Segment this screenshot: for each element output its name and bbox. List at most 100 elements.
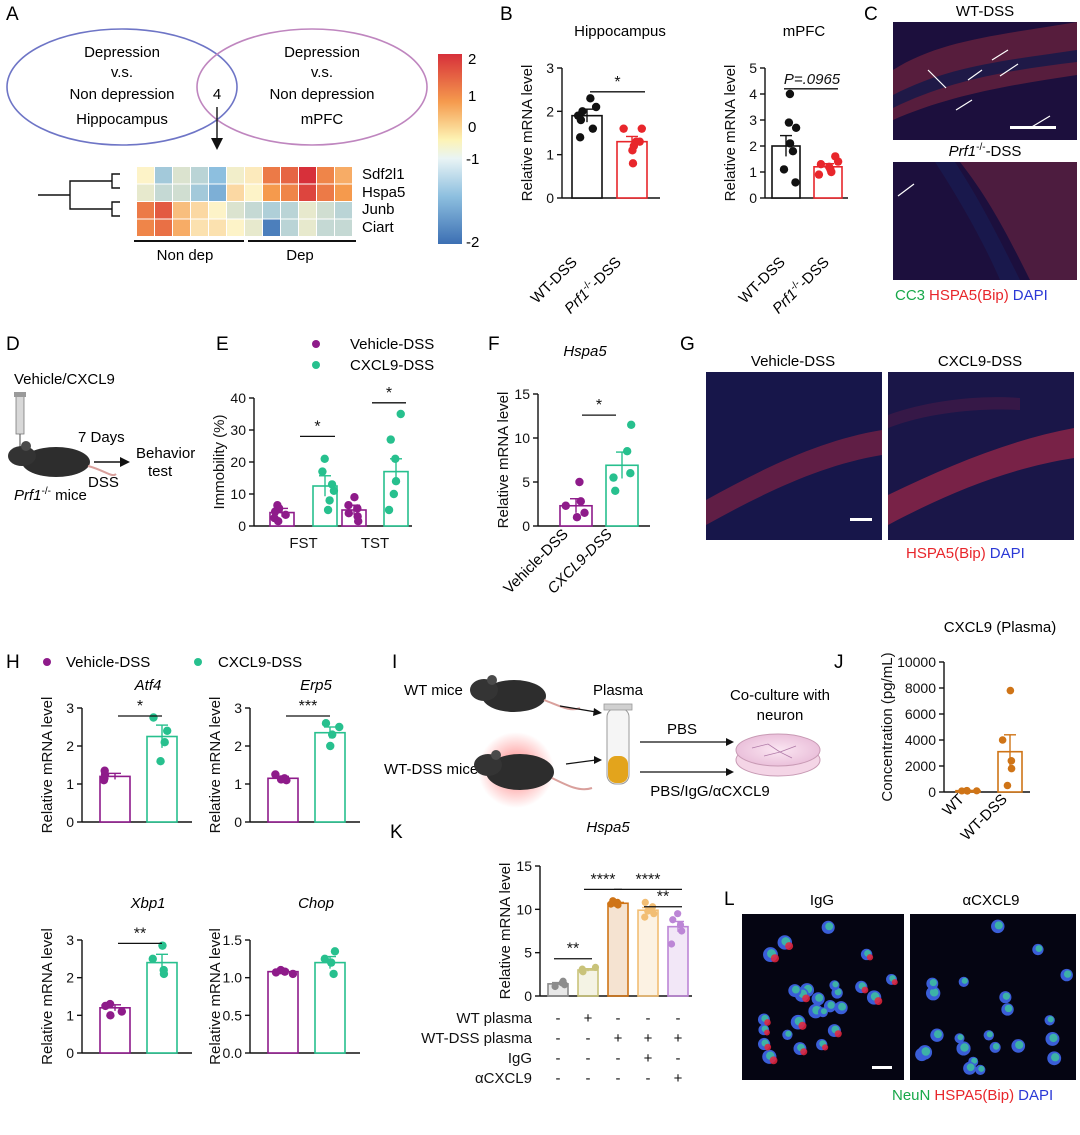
venn-right-line1: Depression xyxy=(284,44,360,61)
h-erp5-sig-label: *** xyxy=(299,698,318,715)
e-FST-cxcl9-point xyxy=(329,486,339,495)
k-bar-5-point xyxy=(678,927,686,935)
c-title-bottom: Prf1-/--DSS xyxy=(949,142,1022,160)
i-arrow-wtdss xyxy=(565,759,597,765)
heatmap-cell xyxy=(209,219,226,236)
k-row-sign: - xyxy=(646,1010,651,1027)
h-erp5-cxcl9-point xyxy=(335,722,344,732)
heatmap-cell xyxy=(191,219,208,236)
h-atf4-sig-label: * xyxy=(137,698,143,715)
h-chop-vehicle-bar xyxy=(267,970,299,1054)
chart-h-erp5: 0 1 2 3 Relative mRNA level *** xyxy=(207,697,360,833)
i-arrow-wt-head xyxy=(593,708,602,716)
k-bar-3-bar xyxy=(607,902,629,997)
panel-h: Vehicle-DSS CXCL9-DSS Atf4 Erp5 Xbp1 Cho… xyxy=(39,654,360,1065)
h-xbp1-ylabel: Relative mRNA level xyxy=(39,928,56,1065)
k-ylabel: Relative mRNA level xyxy=(497,863,514,1000)
cell-neun xyxy=(992,1043,1000,1050)
cell-neun xyxy=(838,1002,847,1011)
dendrogram xyxy=(38,173,120,217)
b-hippo-ytick-label: 2 xyxy=(546,103,554,119)
k-3-sig-label: ** xyxy=(657,889,669,906)
cell-hspa5 xyxy=(874,997,883,1005)
b-hippo-wt-bar xyxy=(571,114,603,199)
g-image-left xyxy=(706,372,882,540)
f-vehicle-point xyxy=(572,513,582,522)
cell-hspa5 xyxy=(834,1030,842,1038)
b-mpfc-wt-point xyxy=(785,139,795,148)
heatmap-gene-labels: Sdf2l1 Hspa5 Junb Ciart xyxy=(362,166,405,236)
h-xbp1-vehicle-bar xyxy=(99,1006,131,1054)
h-xbp1-cxcl9-point xyxy=(159,969,169,979)
mouse-icon-wtdss xyxy=(474,732,593,808)
cell-hspa5 xyxy=(802,994,810,1003)
cell-neun xyxy=(1047,1016,1054,1023)
k-ytick-label: 10 xyxy=(516,901,532,917)
b-mpfc-wt-point xyxy=(784,118,794,127)
chart-h-atf4: 0 1 2 3 Relative mRNA level * xyxy=(39,697,192,833)
h-atf4-cxcl9-bar xyxy=(146,735,178,823)
k-row-sign: - xyxy=(616,1010,621,1027)
b-hippo-ko-point xyxy=(628,146,637,155)
e-TST-vehicle-point xyxy=(344,501,353,510)
j-wtdss-point xyxy=(1007,764,1016,773)
venn-overlap-count: 4 xyxy=(213,86,221,103)
e-FST-cxcl9-point xyxy=(325,496,334,505)
heatmap-cell xyxy=(173,167,190,184)
l-legend: NeuN HSPA5(Bip) DAPI xyxy=(892,1087,1053,1104)
c-title-top: WT-DSS xyxy=(956,3,1014,20)
k-bar-5-bar xyxy=(667,925,689,997)
b-mpfc-wt-point xyxy=(788,147,798,156)
e-FST-cxcl9-point xyxy=(320,454,329,463)
cell-neun xyxy=(825,922,834,931)
e-ytick-label: 30 xyxy=(230,422,246,438)
j-wt-point xyxy=(963,787,971,795)
d-behavior-line2: test xyxy=(148,463,173,480)
h-xbp1-vehicle-point xyxy=(117,1007,127,1016)
venn-right-line4: mPFC xyxy=(301,111,344,128)
f-ylabel: Relative mRNA level xyxy=(495,392,512,529)
e-TST-cxcl9-point xyxy=(391,477,401,486)
k-row-sign: + xyxy=(644,1050,653,1067)
e-legend: Vehicle-DSS CXCL9-DSS xyxy=(312,336,434,374)
cell-neun xyxy=(834,988,842,996)
j-title: CXCL9 (Plasma) xyxy=(944,619,1057,636)
e-ytick-label: 0 xyxy=(238,518,246,534)
colorbar-tick-m1: -1 xyxy=(466,151,479,168)
g-legend: HSPA5(Bip) DAPI xyxy=(906,545,1025,562)
heatmap-cell xyxy=(137,167,154,184)
heatmap-cell xyxy=(335,184,352,201)
heatmap-cell xyxy=(137,202,154,219)
c-legend: CC3 HSPA5(Bip) DAPI xyxy=(895,287,1048,304)
panel-d: Vehicle/CXCL9 7 Days DSS Behavior test P… xyxy=(8,371,195,504)
k-row-sign: + xyxy=(674,1030,683,1047)
i-coculture-line1: Co-culture with xyxy=(730,687,830,704)
heatmap-cell xyxy=(335,167,352,184)
k-row-sign: - xyxy=(616,1070,621,1087)
cell-neun xyxy=(820,1008,827,1015)
k-ytick-label: 5 xyxy=(524,945,532,961)
f-cxcl9-point xyxy=(626,420,636,429)
k-row-sign: + xyxy=(584,1010,593,1027)
b-mpfc-ytick-label: 4 xyxy=(749,86,757,102)
colorbar-tick-m2: -2 xyxy=(466,234,479,251)
f-ytick-label: 10 xyxy=(514,430,530,446)
f-cxcl9-point xyxy=(609,473,618,482)
heatmap-cell xyxy=(227,184,244,201)
k-bar-4-point xyxy=(641,898,649,907)
heatmap-cell xyxy=(191,167,208,184)
h-title-atf4: Atf4 xyxy=(134,677,162,694)
panel-letter-i: I xyxy=(392,652,397,673)
f-cxcl9-point xyxy=(611,486,620,495)
e-ytick-label: 40 xyxy=(230,390,246,406)
c-image-bottom xyxy=(893,162,1077,280)
k-row-label-2: IgG xyxy=(508,1050,532,1067)
b-hippo-ytick-label: 1 xyxy=(546,147,554,163)
heatmap-cell xyxy=(335,202,352,219)
b-mpfc-ytick-label: 2 xyxy=(749,138,757,154)
j-wt-point xyxy=(973,787,981,795)
h-chop-vehicle-point xyxy=(271,968,281,977)
